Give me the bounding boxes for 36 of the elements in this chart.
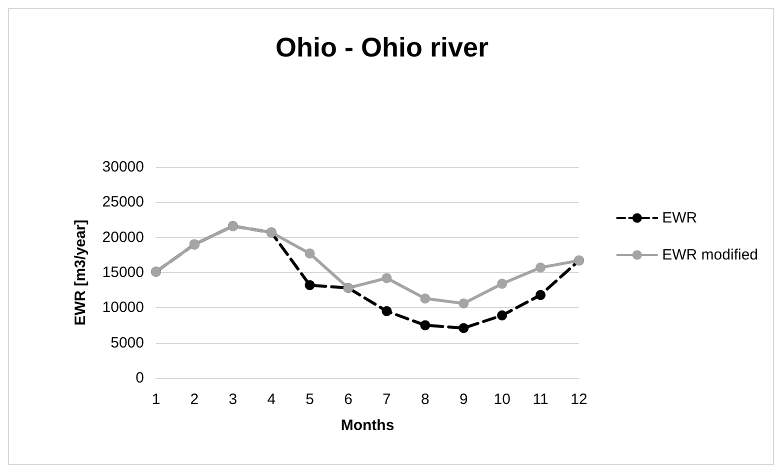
y-tick-label: 25000 bbox=[102, 194, 144, 211]
point bbox=[420, 320, 430, 330]
point bbox=[458, 323, 469, 334]
x-tick-label: 8 bbox=[421, 391, 430, 408]
x-tick-label: 11 bbox=[532, 391, 548, 408]
y-axis-title: EWR [m3/year] bbox=[72, 220, 89, 326]
x-tick-label: 9 bbox=[459, 391, 468, 408]
x-tick-label: 2 bbox=[190, 391, 199, 408]
point bbox=[420, 294, 430, 304]
point bbox=[536, 290, 546, 300]
y-tick-label: 30000 bbox=[102, 158, 144, 176]
point bbox=[382, 306, 392, 316]
x-tick-label: 4 bbox=[267, 391, 276, 408]
legend-label: EWR modified bbox=[662, 246, 758, 264]
point bbox=[497, 278, 508, 289]
x-tick-label: 12 bbox=[570, 391, 588, 408]
x-tick-label: 3 bbox=[228, 391, 238, 408]
legend-label: EWR bbox=[662, 210, 698, 226]
y-tick-label: 5000 bbox=[110, 334, 144, 352]
y-tick-label: 0 bbox=[136, 370, 144, 386]
y-tick-label: 20000 bbox=[102, 228, 144, 246]
point bbox=[304, 280, 315, 290]
point bbox=[458, 298, 469, 308]
chart-title: Ohio - Ohio river bbox=[275, 32, 489, 62]
point bbox=[304, 248, 315, 259]
y-tick-label: 15000 bbox=[102, 264, 144, 281]
x-tick-label: 7 bbox=[382, 391, 391, 408]
x-tick-label: 1 bbox=[152, 391, 160, 408]
x-axis-title: Months bbox=[340, 417, 394, 434]
y-tick-label: 10000 bbox=[102, 299, 144, 316]
point bbox=[536, 262, 546, 273]
x-tick-label: 10 bbox=[494, 391, 510, 408]
x-tick-label: 5 bbox=[306, 391, 314, 408]
point bbox=[497, 310, 508, 320]
point bbox=[382, 273, 392, 284]
x-tick-label: 6 bbox=[344, 391, 352, 408]
